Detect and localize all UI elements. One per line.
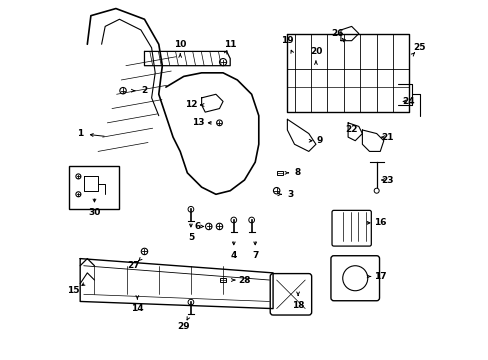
Text: 19: 19 [281,36,293,45]
Text: 11: 11 [224,40,236,49]
Text: 25: 25 [412,43,425,52]
Text: 28: 28 [238,275,250,284]
Text: 20: 20 [309,47,322,56]
Text: 7: 7 [251,251,258,260]
Text: 22: 22 [345,126,357,135]
Text: 2: 2 [141,86,147,95]
Text: 16: 16 [373,219,386,228]
Text: 18: 18 [291,301,304,310]
Text: 21: 21 [380,132,393,141]
Text: 5: 5 [187,233,194,242]
Text: 29: 29 [177,322,190,331]
Text: 26: 26 [330,29,343,38]
Text: 6: 6 [195,222,201,231]
Text: 23: 23 [380,176,393,185]
Text: 8: 8 [294,168,301,177]
Text: 24: 24 [402,97,414,106]
Text: 27: 27 [127,261,140,270]
Bar [220,278,226,282]
Bar [276,171,283,175]
Text: 14: 14 [131,304,143,313]
Text: 30: 30 [88,208,101,217]
Text: 15: 15 [67,286,79,295]
Text: 13: 13 [191,118,204,127]
Text: 3: 3 [287,190,293,199]
Bar [69,166,119,208]
Text: 1: 1 [77,129,83,138]
Text: 9: 9 [316,136,322,145]
Text: 17: 17 [373,272,386,281]
Text: 4: 4 [230,251,237,260]
Text: 12: 12 [184,100,197,109]
Text: 10: 10 [174,40,186,49]
